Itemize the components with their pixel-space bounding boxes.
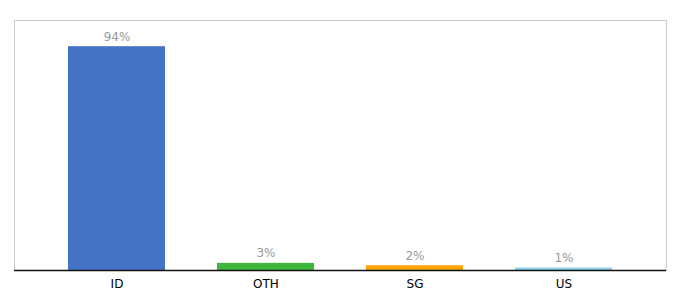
svg-text:OTH: OTH (253, 277, 279, 291)
svg-text:ID: ID (111, 277, 124, 291)
svg-text:3%: 3% (256, 246, 275, 260)
svg-text:2%: 2% (405, 249, 424, 263)
svg-text:US: US (556, 277, 572, 291)
svg-text:1%: 1% (554, 251, 573, 265)
svg-text:SG: SG (407, 277, 424, 291)
svg-text:94%: 94% (104, 30, 131, 44)
